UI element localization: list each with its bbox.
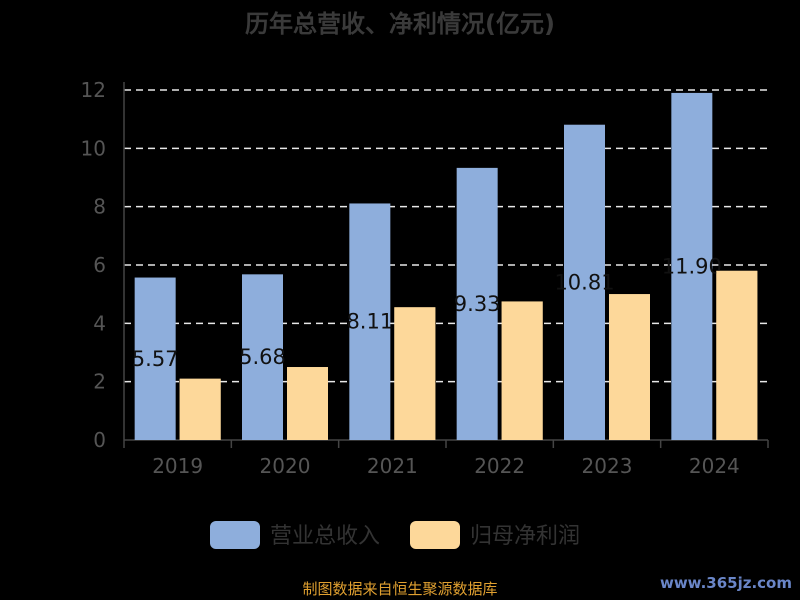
bar-series-1 <box>564 124 605 440</box>
chart-title: 历年总营收、净利情况(亿元) <box>245 10 555 38</box>
bar-series-2-overlay <box>609 294 650 440</box>
bar-series-2-overlay <box>287 367 328 440</box>
source-footer: 制图数据来自恒生聚源数据库 <box>302 580 498 598</box>
y-tick-label: 4 <box>93 311 106 335</box>
data-label: 10.81 <box>554 270 614 294</box>
y-tick-label: 6 <box>93 253 106 277</box>
y-tick-label: 8 <box>93 195 106 219</box>
x-tick-label: 2022 <box>474 454 525 478</box>
bar-series-2-overlay <box>716 270 758 440</box>
y-tick-label: 2 <box>93 370 106 394</box>
bar-series-2-overlay <box>394 307 436 440</box>
watermark: www.365jz.com <box>659 574 792 592</box>
bar-series-1 <box>134 277 176 440</box>
bar-series-1 <box>349 203 391 440</box>
y-tick-label: 10 <box>81 136 106 160</box>
legend-label: 营业总收入 <box>270 524 380 549</box>
y-tick-label: 12 <box>81 78 106 102</box>
x-tick-label: 2021 <box>367 454 418 478</box>
legend-label: 归母净利润 <box>470 524 580 549</box>
data-label: 11.90 <box>662 254 722 278</box>
x-tick-label: 2019 <box>152 454 203 478</box>
x-tick-label: 2023 <box>582 454 633 478</box>
bar-series-2-overlay <box>501 301 543 440</box>
bar-series-1 <box>242 274 283 440</box>
y-tick-label: 0 <box>93 428 106 452</box>
x-tick-label: 2024 <box>689 454 740 478</box>
legend-swatch <box>410 521 460 549</box>
bar-series-1 <box>671 92 713 441</box>
data-label: 5.68 <box>239 345 286 369</box>
data-label: 8.11 <box>346 310 393 334</box>
data-label: 9.33 <box>454 292 501 316</box>
bar-series-2-overlay <box>179 378 221 440</box>
x-tick-label: 2020 <box>260 454 311 478</box>
legend-swatch <box>210 521 260 549</box>
bar-series-1 <box>456 167 498 440</box>
data-label: 5.57 <box>132 347 179 371</box>
